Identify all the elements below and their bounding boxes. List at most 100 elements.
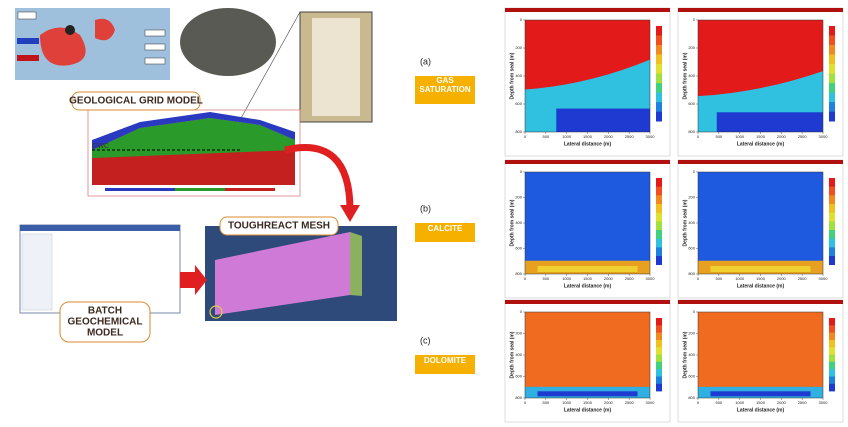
gwc-label: GWC xyxy=(92,143,109,150)
colorbar-cell xyxy=(829,64,835,74)
x-tick-label: 2000 xyxy=(777,276,787,281)
figure: GWC GEOLOGICAL GRID MODEL TOUGHREACT MES… xyxy=(0,0,848,427)
y-tick-label: 400 xyxy=(515,73,522,78)
colorbar-cell xyxy=(829,256,835,265)
batch-titlebar xyxy=(20,225,180,231)
batch-tree xyxy=(22,234,52,310)
colorbar-cell xyxy=(829,318,835,326)
x-tick-label: 2500 xyxy=(625,400,635,405)
x-tick-label: 1500 xyxy=(583,134,593,139)
colorbar-cell xyxy=(829,178,835,187)
curved-arrow-head xyxy=(340,205,360,222)
y-tick-label: 600 xyxy=(515,101,522,106)
colorbar-cell xyxy=(829,74,835,84)
x-tick-label: 500 xyxy=(542,276,549,281)
plot-bottom-zone xyxy=(711,266,811,272)
colorbar-cell xyxy=(656,247,662,256)
x-tick-label: 500 xyxy=(542,134,549,139)
colorbar-cell xyxy=(656,204,662,213)
colorbar-cell xyxy=(829,36,835,46)
x-tick-label: 2500 xyxy=(798,400,808,405)
plot-bottom-zone xyxy=(717,112,823,132)
panel-header xyxy=(678,300,843,304)
plot-field xyxy=(525,172,650,274)
batch-label-line: GEOCHEMICAL xyxy=(68,317,143,328)
panel-header xyxy=(678,8,843,12)
colorbar-cell xyxy=(656,187,662,196)
map-image xyxy=(15,8,170,80)
x-tick-label: 1000 xyxy=(735,134,745,139)
x-tick-label: 2000 xyxy=(604,276,614,281)
colorbar-cell xyxy=(829,102,835,112)
x-axis-label: Lateral distance (m) xyxy=(737,407,785,413)
mesh-side xyxy=(350,232,362,296)
y-tick-label: 200 xyxy=(515,45,522,50)
colorbar-cell xyxy=(656,213,662,222)
row-letter: (c) xyxy=(420,335,431,345)
y-tick-label: 200 xyxy=(688,195,695,200)
x-tick-label: 2000 xyxy=(777,400,787,405)
x-tick-label: 1500 xyxy=(756,276,766,281)
y-tick-label: 600 xyxy=(688,101,695,106)
colorbar-cell xyxy=(656,239,662,248)
y-tick-label: 400 xyxy=(515,220,522,225)
colorbar-cell xyxy=(829,45,835,55)
colorbar-cell xyxy=(656,340,662,348)
x-tick-label: 2500 xyxy=(625,276,635,281)
x-axis-label: Lateral distance (m) xyxy=(564,283,612,289)
colorbar-cell xyxy=(829,204,835,213)
colorbar-cell xyxy=(656,178,662,187)
x-tick-label: 1500 xyxy=(756,134,766,139)
x-tick-label: 2000 xyxy=(604,134,614,139)
batch-label-line: BATCH xyxy=(88,306,122,317)
y-tick-label: 600 xyxy=(688,374,695,379)
legend-bar-green xyxy=(175,188,225,191)
colorbar-cell xyxy=(656,355,662,363)
colorbar-cell xyxy=(829,347,835,355)
y-axis-label: Depth from seal (m) xyxy=(682,331,688,378)
colorbar-cell xyxy=(656,83,662,93)
right-arrow xyxy=(180,265,207,295)
colorbar-cell xyxy=(829,325,835,333)
x-tick-label: 3000 xyxy=(819,400,829,405)
legend-bar-red xyxy=(225,188,275,191)
colorbar-cell xyxy=(829,112,835,122)
y-axis-label: Depth from seal (m) xyxy=(682,52,688,99)
row-label: SATURATION xyxy=(419,85,470,94)
colorbar-cell xyxy=(656,230,662,239)
colorbar-cell xyxy=(829,93,835,103)
colorbar-cell xyxy=(656,221,662,230)
colorbar-cell xyxy=(656,384,662,392)
colorbar-cell xyxy=(829,26,835,36)
colorbar-cell xyxy=(829,55,835,65)
x-tick-label: 2000 xyxy=(604,400,614,405)
colorbar-cell xyxy=(829,362,835,370)
colorbar-cell xyxy=(829,83,835,93)
plot-bottom-zone xyxy=(556,109,650,132)
colorbar-cell xyxy=(656,36,662,46)
colorbar-cell xyxy=(829,340,835,348)
colorbar-cell xyxy=(829,376,835,384)
colorbar-cell xyxy=(656,376,662,384)
y-tick-label: 400 xyxy=(515,352,522,357)
y-tick-label: 600 xyxy=(515,246,522,251)
colorbar-cell xyxy=(656,325,662,333)
thin-section-image xyxy=(180,8,276,76)
colorbar-cell xyxy=(656,55,662,65)
x-tick-label: 1000 xyxy=(562,276,572,281)
y-tick-label: 800 xyxy=(688,129,695,134)
x-tick-label: 500 xyxy=(715,276,722,281)
row-label: GAS xyxy=(436,76,454,85)
x-tick-label: 1500 xyxy=(583,276,593,281)
y-tick-label: 400 xyxy=(688,73,695,78)
x-tick-label: 3000 xyxy=(819,276,829,281)
x-axis-label: Lateral distance (m) xyxy=(564,407,612,413)
y-tick-label: 600 xyxy=(515,374,522,379)
x-tick-label: 500 xyxy=(715,134,722,139)
x-axis-label: Lateral distance (m) xyxy=(737,141,785,147)
y-tick-label: 200 xyxy=(515,195,522,200)
plot-bottom-zone xyxy=(538,266,638,272)
x-tick-label: 1000 xyxy=(562,134,572,139)
row-label: CALCITE xyxy=(428,224,463,233)
panel-header xyxy=(505,8,670,12)
